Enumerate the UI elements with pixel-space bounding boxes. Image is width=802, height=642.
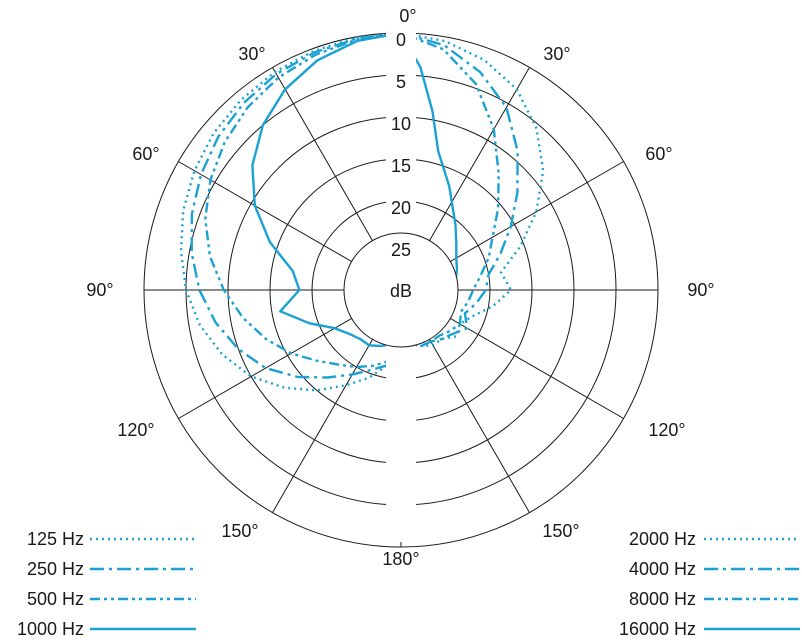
angle-label-30-right: 30° <box>543 44 570 64</box>
angle-label-90-left: 90° <box>86 280 113 300</box>
legend-label-1000-hz: 1000 Hz <box>17 619 84 639</box>
bottom-gap-mask <box>386 322 416 542</box>
db-tick-20: 20 <box>391 198 411 218</box>
legend-label-16000-hz: 16000 Hz <box>619 619 696 639</box>
angle-label-0: 0° <box>399 6 416 26</box>
legend-label-8000-hz: 8000 Hz <box>629 589 696 609</box>
angle-label-180: 180° <box>382 549 419 569</box>
angle-label-90-right: 90° <box>687 280 714 300</box>
db-tick-15: 15 <box>391 156 411 176</box>
legend-label-125-hz: 125 Hz <box>27 529 84 549</box>
legend-label-500-hz: 500 Hz <box>27 589 84 609</box>
polar-series <box>181 33 543 390</box>
legend-label-2000-hz: 2000 Hz <box>629 529 696 549</box>
db-tick-25: 25 <box>391 240 411 260</box>
angle-label-30-left: 30° <box>238 44 265 64</box>
db-tick-10: 10 <box>391 114 411 134</box>
angle-label-60-right: 60° <box>645 144 672 164</box>
angle-label-120-right: 120° <box>648 420 685 440</box>
db-tick-5: 5 <box>396 72 406 92</box>
db-unit-label: dB <box>390 281 412 301</box>
angle-label-150-left: 150° <box>221 521 258 541</box>
legend-label-250-hz: 250 Hz <box>27 559 84 579</box>
angle-label-150-right: 150° <box>542 521 579 541</box>
legend-label-4000-hz: 4000 Hz <box>629 559 696 579</box>
db-tick-0: 0 <box>396 30 406 50</box>
angle-label-60-left: 60° <box>132 144 159 164</box>
angle-label-120-left: 120° <box>117 420 154 440</box>
legend: 125 Hz 250 Hz 500 Hz 1000 Hz 2000 Hz 4000 Hz 8… <box>17 529 800 639</box>
